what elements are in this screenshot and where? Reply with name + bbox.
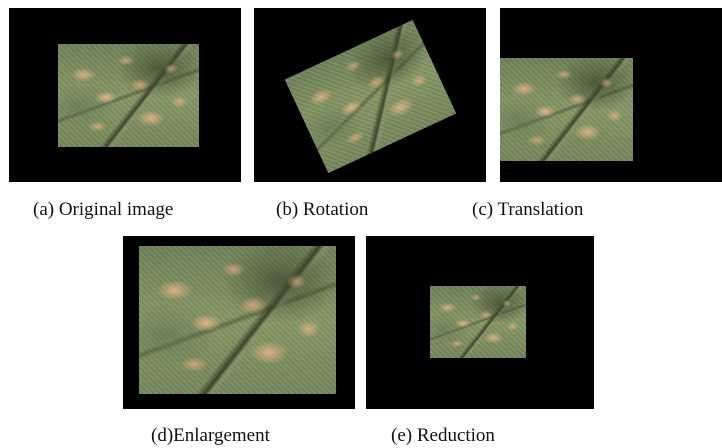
panel-original xyxy=(9,8,241,182)
leaf-image-original xyxy=(58,44,199,147)
panel-reduction xyxy=(366,236,594,409)
caption-translation: (c) Translation xyxy=(472,199,584,220)
leaf-image-rotation xyxy=(284,20,457,173)
leaf-image-reduction xyxy=(430,286,526,358)
caption-rotation: (b) Rotation xyxy=(276,199,369,220)
caption-original: (a) Original image xyxy=(33,199,174,220)
caption-reduction: (e) Reduction xyxy=(391,425,495,446)
panel-translation xyxy=(500,8,722,182)
leaf-image-translation xyxy=(500,58,633,161)
caption-enlargement: (d)Enlargement xyxy=(151,425,270,446)
panel-enlargement xyxy=(123,236,355,409)
panel-rotation xyxy=(254,8,486,182)
leaf-image-enlargement xyxy=(139,246,336,394)
